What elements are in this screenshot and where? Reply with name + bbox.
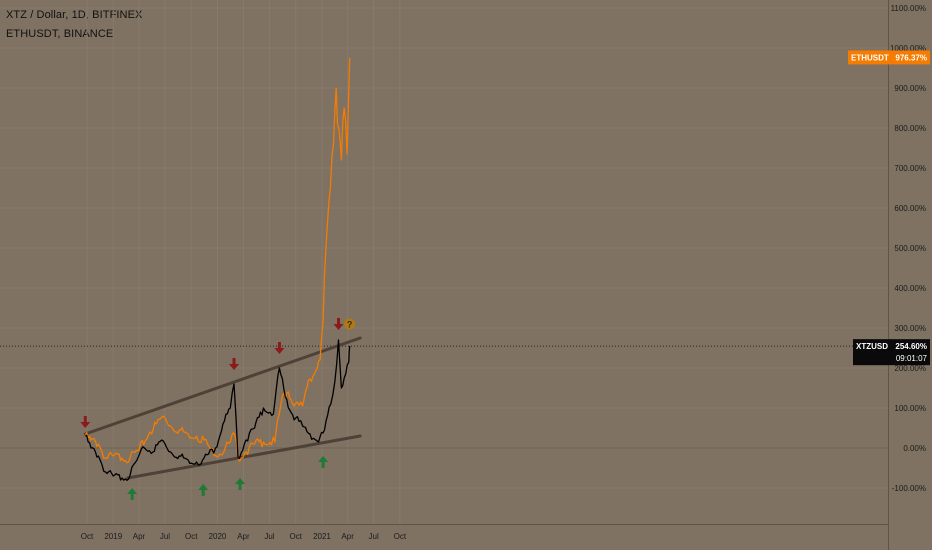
price-axis-label: 600.00% bbox=[894, 204, 926, 213]
eth-badge-value: 976.37% bbox=[895, 53, 927, 62]
compare-symbol-label: ETHUSDT, BINANCE bbox=[6, 28, 114, 40]
eth-price-badge bbox=[848, 50, 930, 65]
trendline-lower bbox=[126, 434, 362, 480]
eth-badge-label: ETHUSDT bbox=[851, 53, 889, 62]
up-arrow-icon bbox=[318, 456, 329, 468]
question-marker-label: ? bbox=[347, 320, 353, 330]
trendline-upper bbox=[83, 336, 362, 436]
up-arrow-icon bbox=[198, 484, 209, 496]
time-axis-label: Apr bbox=[237, 532, 250, 541]
time-axis-label: 2021 bbox=[313, 532, 331, 541]
down-arrow-icon bbox=[333, 318, 344, 330]
down-arrow-icon bbox=[229, 358, 240, 370]
price-axis-label: 1100.00% bbox=[891, 4, 926, 13]
price-axis-label: -100.00% bbox=[892, 484, 926, 493]
up-arrow-icon bbox=[235, 478, 246, 490]
time-axis-label: Oct bbox=[289, 532, 302, 541]
xtz-price-badge bbox=[853, 339, 930, 366]
down-arrow-icon bbox=[80, 416, 91, 428]
price-axis-label: 200.00% bbox=[894, 364, 926, 373]
price-axis-label: 0.00% bbox=[903, 444, 926, 453]
time-axis-label: Jul bbox=[160, 532, 170, 541]
price-axis-label: 100.00% bbox=[894, 404, 926, 413]
time-axis-label: Apr bbox=[133, 532, 146, 541]
price-axis-label: 700.00% bbox=[894, 164, 926, 173]
time-axis-label: Jul bbox=[264, 532, 274, 541]
time-axis-label: Oct bbox=[394, 532, 407, 541]
xtz-badge-label: XTZUSD bbox=[856, 342, 888, 351]
series-line-xtzusd bbox=[85, 339, 351, 481]
question-marker-icon bbox=[344, 318, 356, 330]
price-axis-label: 1000.00% bbox=[890, 44, 926, 53]
price-axis-label: 500.00% bbox=[894, 244, 926, 253]
time-axis-label: 2020 bbox=[209, 532, 227, 541]
time-axis-label: Apr bbox=[341, 532, 354, 541]
price-axis-label: 400.00% bbox=[894, 284, 926, 293]
down-arrow-icon bbox=[274, 342, 285, 354]
price-axis-label: 300.00% bbox=[894, 324, 926, 333]
series-line-ethusdt bbox=[84, 57, 351, 464]
price-axis-label: 800.00% bbox=[894, 124, 926, 133]
xtz-badge-countdown: 09:01:07 bbox=[896, 354, 928, 363]
time-axis-label: Oct bbox=[185, 532, 198, 541]
time-axis-label: 2019 bbox=[104, 532, 122, 541]
time-axis-label: Oct bbox=[81, 532, 94, 541]
price-axis-label: 900.00% bbox=[894, 84, 926, 93]
xtz-badge-value: 254.60% bbox=[895, 342, 927, 351]
time-axis-label: Jul bbox=[369, 532, 379, 541]
chart-title: XTZ / Dollar, 1D, BITFINEX bbox=[6, 9, 143, 21]
up-arrow-icon bbox=[127, 488, 138, 500]
